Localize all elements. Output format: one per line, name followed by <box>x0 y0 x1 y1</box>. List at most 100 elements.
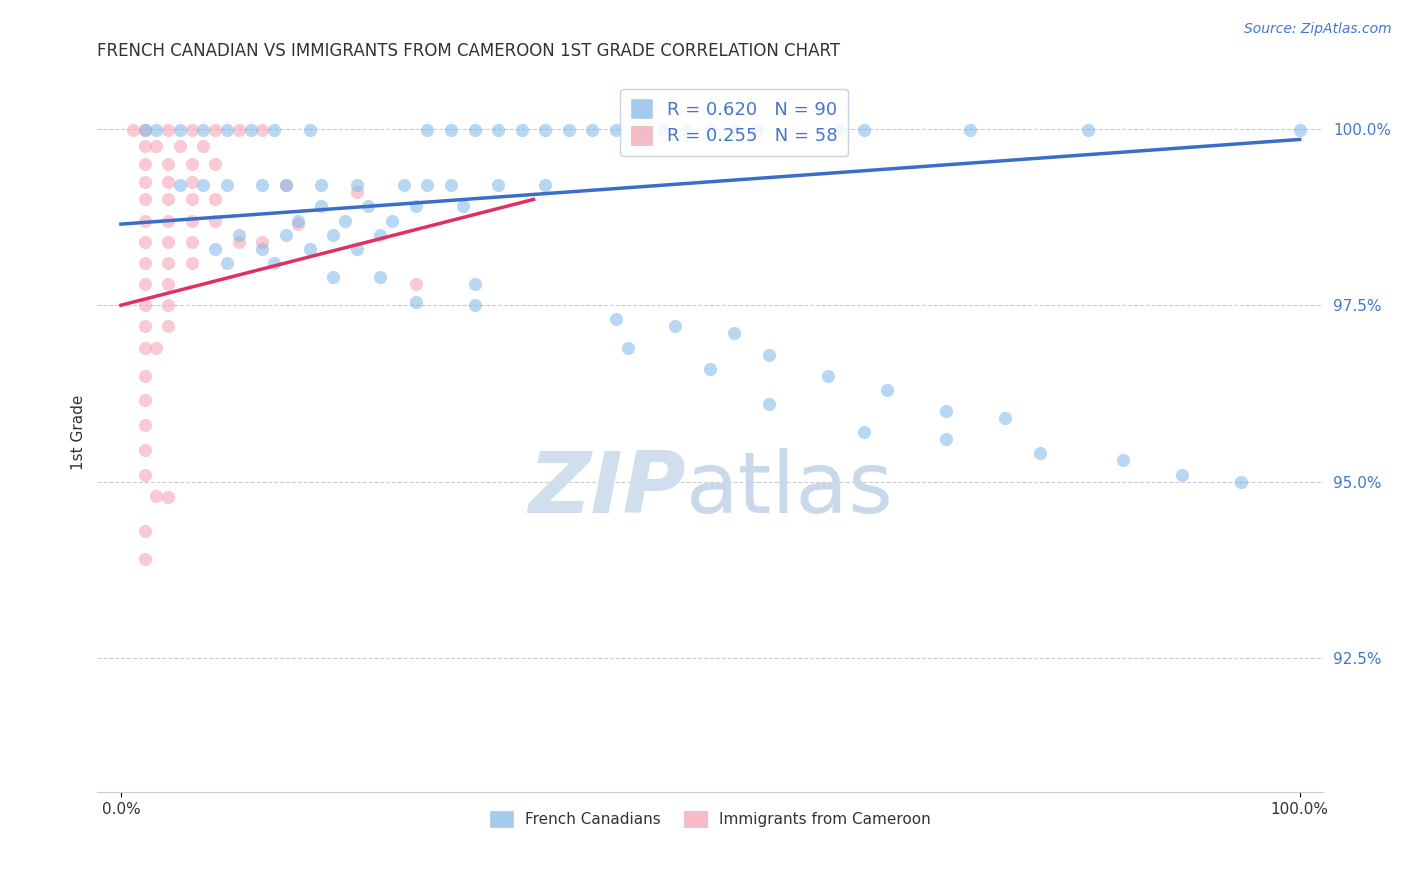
Point <box>204 213 226 227</box>
Point <box>157 298 180 312</box>
Point <box>876 383 898 397</box>
Point <box>357 199 380 213</box>
Point <box>935 432 957 446</box>
Point <box>252 123 274 137</box>
Point <box>405 199 427 213</box>
Point <box>134 442 156 457</box>
Point <box>215 123 238 137</box>
Point <box>134 341 156 355</box>
Point <box>617 341 640 355</box>
Point <box>157 213 180 227</box>
Point <box>134 552 156 566</box>
Point <box>405 294 427 309</box>
Point <box>157 319 180 334</box>
Point <box>723 123 745 137</box>
Point <box>134 467 156 482</box>
Point <box>581 123 603 137</box>
Point <box>368 270 391 285</box>
Point <box>157 157 180 171</box>
Text: atlas: atlas <box>686 449 894 532</box>
Point <box>134 213 156 227</box>
Point <box>346 186 368 200</box>
Point <box>959 123 981 137</box>
Point <box>652 123 675 137</box>
Point <box>1288 123 1310 137</box>
Point <box>828 123 851 137</box>
Point <box>134 298 156 312</box>
Text: FRENCH CANADIAN VS IMMIGRANTS FROM CAMEROON 1ST GRADE CORRELATION CHART: FRENCH CANADIAN VS IMMIGRANTS FROM CAMER… <box>97 42 841 60</box>
Point <box>134 524 156 538</box>
Point <box>1229 475 1251 489</box>
Point <box>157 256 180 270</box>
Point <box>664 319 686 334</box>
Point <box>169 139 191 153</box>
Point <box>145 123 167 137</box>
Point <box>157 193 180 207</box>
Point <box>193 123 215 137</box>
Point <box>274 178 297 193</box>
Point <box>134 256 156 270</box>
Point <box>451 199 474 213</box>
Point <box>134 418 156 433</box>
Point <box>228 123 250 137</box>
Point <box>1171 467 1194 482</box>
Point <box>287 217 309 231</box>
Point <box>134 235 156 249</box>
Point <box>252 178 274 193</box>
Point <box>298 242 321 256</box>
Point <box>486 123 509 137</box>
Point <box>405 277 427 291</box>
Point <box>486 178 509 193</box>
Point <box>747 123 769 137</box>
Point <box>346 242 368 256</box>
Point <box>204 193 226 207</box>
Point <box>510 123 533 137</box>
Point <box>675 123 697 137</box>
Point <box>169 123 191 137</box>
Point <box>180 213 202 227</box>
Point <box>852 123 875 137</box>
Point <box>134 277 156 291</box>
Point <box>145 489 167 503</box>
Point <box>274 227 297 242</box>
Point <box>134 157 156 171</box>
Point <box>215 178 238 193</box>
Point <box>416 123 439 137</box>
Point <box>558 123 581 137</box>
Point <box>416 178 439 193</box>
Point <box>605 123 627 137</box>
Point <box>699 123 721 137</box>
Point <box>157 175 180 189</box>
Point <box>193 139 215 153</box>
Point <box>134 193 156 207</box>
Point <box>121 123 143 137</box>
Point <box>239 123 262 137</box>
Point <box>628 123 651 137</box>
Point <box>157 235 180 249</box>
Point <box>228 227 250 242</box>
Point <box>534 178 557 193</box>
Point <box>311 199 333 213</box>
Point <box>134 368 156 383</box>
Point <box>169 178 191 193</box>
Point <box>134 123 156 137</box>
Point <box>134 139 156 153</box>
Point <box>758 397 780 411</box>
Point <box>333 213 356 227</box>
Point <box>605 312 627 326</box>
Point <box>134 123 156 137</box>
Point <box>817 368 839 383</box>
Point <box>852 425 875 440</box>
Point <box>204 157 226 171</box>
Point <box>298 123 321 137</box>
Point <box>157 123 180 137</box>
Point <box>1112 453 1135 467</box>
Point <box>252 242 274 256</box>
Legend: French Canadians, Immigrants from Cameroon: French Canadians, Immigrants from Camero… <box>482 804 938 835</box>
Point <box>180 256 202 270</box>
Point <box>381 213 404 227</box>
Point <box>180 193 202 207</box>
Point <box>699 361 721 376</box>
Point <box>157 490 180 504</box>
Point <box>263 123 285 137</box>
